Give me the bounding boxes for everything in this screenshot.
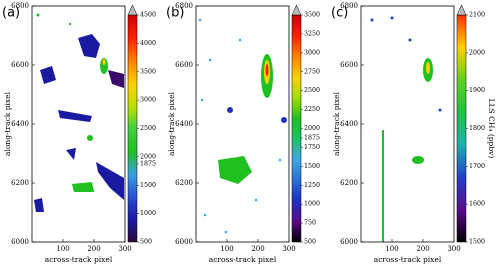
y-axis-label: along-track pixel <box>167 91 176 156</box>
y-axis-label: along-track pixel <box>332 91 341 156</box>
colorbar-tick-label: 1900 <box>469 87 485 94</box>
colorbar-tick-label: 1750 <box>304 144 320 151</box>
map-a-content <box>34 13 124 212</box>
colorbar-tick-label: 1875 <box>140 160 156 167</box>
x-axis-label: across-track pixel <box>45 255 113 264</box>
colorbar-tick-label: 3500 <box>140 68 156 75</box>
colorbar-tick-label: 3500 <box>304 12 320 19</box>
colorbar-tick-label: 1250 <box>304 182 320 189</box>
colorbar-tick-label: 1600 <box>469 201 485 208</box>
y-tick-label: 6800 <box>11 2 29 10</box>
colorbar-tick-label: 2250 <box>304 106 320 113</box>
map-c-content <box>370 16 442 242</box>
y-tick-label: 6200 <box>11 179 29 187</box>
y-tick-label: 6400 <box>11 120 29 128</box>
y-tick-label: 6600 <box>175 61 193 69</box>
colorbar-tick-label: 750 <box>304 220 316 227</box>
panel-label: (b) <box>166 6 184 21</box>
colorbar-tick-label: 2750 <box>304 68 320 75</box>
colorbar-tick-label: 3250 <box>304 30 320 37</box>
colorbar-tick-label: 4500 <box>140 12 156 19</box>
colorbar-tick-label: 1500 <box>140 182 156 189</box>
colorbar-tick-label: 1000 <box>304 201 320 208</box>
colorbar-tick-label: 3000 <box>304 49 320 56</box>
x-tick-label: 100 <box>56 245 69 253</box>
colorbar-tick-label: 500 <box>304 239 316 246</box>
y-tick-label: 6400 <box>340 120 358 128</box>
y-tick-label: 6600 <box>11 61 29 69</box>
y-tick-label: 6000 <box>175 238 193 246</box>
y-tick-label: 6600 <box>340 61 358 69</box>
x-tick-label: 300 <box>118 245 131 253</box>
x-tick-label: 100 <box>220 245 233 253</box>
x-axis-label: across-track pixel <box>209 255 277 264</box>
y-tick-label: 6800 <box>175 2 193 10</box>
colorbar-tick-label: 2500 <box>140 125 156 132</box>
colorbar-tick-label: 4000 <box>140 40 156 47</box>
x-tick-label: 100 <box>385 245 398 253</box>
y-tick-label: 6200 <box>340 179 358 187</box>
colorbar-extend <box>456 4 467 16</box>
y-tick-label: 6200 <box>175 179 193 187</box>
map-b-content <box>198 18 287 234</box>
colorbar-extend <box>291 4 302 16</box>
x-tick-label: 200 <box>251 245 264 253</box>
plot-frame <box>31 5 126 243</box>
colorbar-tick-label: 2100 <box>469 12 485 19</box>
colorbar-tick-label: 1000 <box>140 210 156 217</box>
colorbar <box>291 14 302 243</box>
colorbar-tick-label: 1700 <box>469 163 485 170</box>
colorbar-tick-label: 2000 <box>304 125 320 132</box>
colorbar-extend <box>127 4 138 16</box>
y-tick-label: 6400 <box>175 120 193 128</box>
y-tick-label: 6800 <box>340 2 358 10</box>
x-axis-label: across-track pixel <box>374 255 442 264</box>
panel-label: (a) <box>2 6 20 21</box>
plot-frame <box>195 5 290 243</box>
colorbar-tick-label: 2000 <box>140 153 156 160</box>
colorbar-tick-label: 2500 <box>304 87 320 94</box>
colorbar-tick-label: 500 <box>140 239 152 246</box>
x-tick-label: 200 <box>416 245 429 253</box>
colorbar-tick-label: 2000 <box>469 49 485 56</box>
x-tick-label: 200 <box>87 245 100 253</box>
y-axis-label: along-track pixel <box>3 91 12 156</box>
panel-label: (c) <box>331 6 348 21</box>
plot-frame <box>360 5 455 243</box>
colorbar-tick-label: 1800 <box>469 125 485 132</box>
y-tick-label: 6000 <box>11 238 29 246</box>
y-tick-label: 6000 <box>340 238 358 246</box>
colorbar-tick-label: 3000 <box>140 97 156 104</box>
x-tick-label: 300 <box>282 245 295 253</box>
colorbar <box>456 14 467 243</box>
x-tick-label: 300 <box>447 245 460 253</box>
colorbar <box>127 14 138 243</box>
colorbar-tick-label: 1500 <box>304 163 320 170</box>
colorbar-tick-label: 1875 <box>304 134 320 141</box>
colorbar-label: LLS CH₄ (ppbv) <box>487 99 496 159</box>
colorbar-tick-label: 1500 <box>469 239 485 246</box>
